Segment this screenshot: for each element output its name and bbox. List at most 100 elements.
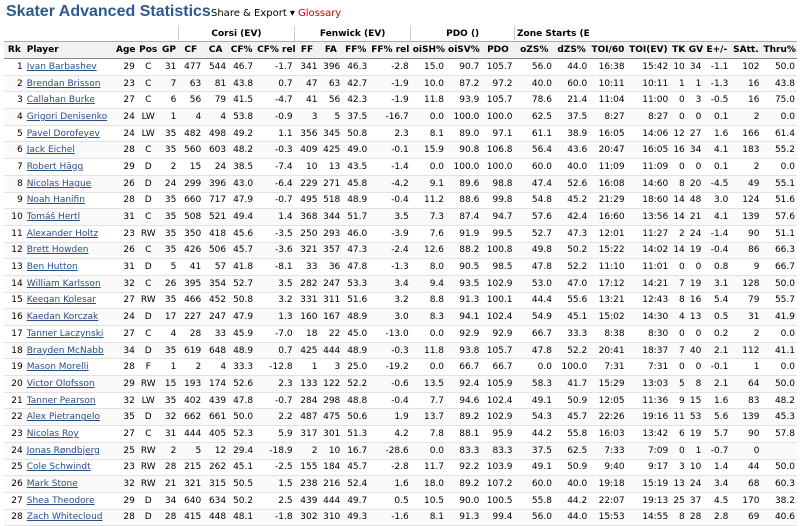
table-cell: 4 (4, 108, 25, 126)
player-link[interactable]: Nicolas Roy (26, 428, 79, 439)
table-cell: 15 (178, 158, 204, 176)
column-header[interactable]: TOI/60 (589, 41, 627, 59)
player-link[interactable]: Jonas Røndbjerg (26, 445, 100, 456)
column-header[interactable]: E+/- (703, 41, 731, 59)
table-cell: 35 (159, 141, 179, 160)
table-cell: 36 (319, 258, 343, 276)
table-cell: 21 (686, 208, 704, 226)
player-link[interactable]: Tomáš Hertl (26, 212, 81, 223)
table-cell: -0.1 (703, 358, 731, 377)
column-header[interactable]: Player (24, 41, 114, 59)
table-cell: 18.0 (410, 475, 447, 493)
table-cell: 5.9 (255, 425, 295, 443)
table-cell: 12 (4, 242, 25, 260)
column-header[interactable]: CF (178, 41, 204, 59)
column-header[interactable]: Pos (136, 41, 160, 59)
column-header[interactable]: dZS% (553, 41, 590, 59)
player-link[interactable]: Robert Hägg (26, 161, 84, 172)
player-link[interactable]: Callahan Burke (26, 95, 95, 106)
player-link[interactable]: Cole Schwindt (26, 462, 91, 473)
player-link[interactable]: Ben Hutton (26, 262, 78, 273)
table-cell: 89.0 (446, 125, 482, 143)
table-cell: 29 (113, 375, 137, 393)
table-cell: 640 (178, 492, 204, 510)
player-cell: Brendan Brisson (24, 75, 114, 93)
table-cell: 13:42 (626, 425, 671, 443)
player-link[interactable]: Keegan Kolesar (26, 295, 96, 306)
column-header[interactable]: FA (319, 41, 343, 59)
player-link[interactable]: Zach Whitecloud (26, 512, 103, 523)
column-header[interactable]: CA (203, 41, 229, 59)
column-header[interactable]: SAtt. (730, 41, 762, 59)
table-cell: 341 (294, 58, 320, 76)
player-link[interactable]: Brendan Brisson (26, 78, 101, 89)
column-header[interactable]: oiSV% (446, 41, 482, 59)
player-link[interactable]: Nicolas Hague (26, 178, 92, 189)
column-header[interactable]: CF% (228, 41, 256, 59)
table-cell: 425 (319, 141, 343, 160)
table-cell: 93.8 (446, 342, 482, 360)
player-link[interactable]: Ivan Barbashev (26, 61, 97, 72)
player-link[interactable]: Grigori Denisenko (26, 111, 108, 122)
table-cell: 21 (4, 392, 25, 410)
player-link[interactable]: Noah Hanifin (26, 195, 85, 206)
player-link[interactable]: Alexander Holtz (26, 228, 99, 239)
table-cell: 83 (730, 392, 762, 410)
table-cell: 99.4 (481, 509, 515, 526)
player-link[interactable]: Pavel Dorofeyev (26, 128, 100, 139)
player-link[interactable]: Brayden McNabb (26, 345, 104, 356)
column-header[interactable]: oZS% (514, 41, 554, 59)
column-header[interactable]: GP (159, 41, 179, 59)
player-link[interactable]: Brett Howden (26, 245, 89, 256)
column-header[interactable]: PDO (481, 41, 515, 59)
table-cell: 97.2 (481, 75, 515, 93)
column-header[interactable]: Thru% (761, 41, 797, 59)
player-link[interactable]: Mark Stone (26, 479, 78, 490)
table-cell: 50.8 (342, 125, 370, 143)
column-header[interactable]: FF (294, 41, 320, 59)
player-link[interactable]: Jack Eichel (26, 145, 75, 156)
share-export-menu[interactable]: Share & Export ▾ (211, 8, 295, 19)
column-header[interactable]: GV (686, 41, 704, 59)
player-link[interactable]: William Karlsson (26, 278, 101, 289)
column-header[interactable]: CF% rel (255, 41, 295, 59)
player-cell: Alexander Holtz (24, 225, 114, 243)
column-header[interactable]: TOI(EV) (626, 41, 671, 59)
column-header[interactable]: FF% (342, 41, 370, 59)
table-cell: 3 (4, 91, 25, 110)
column-header[interactable]: Age (113, 41, 137, 59)
table-cell: 19:16 (626, 408, 671, 427)
table-cell: 29 (113, 58, 137, 76)
table-cell: C (136, 208, 160, 226)
table-cell: 14:06 (626, 125, 671, 143)
player-link[interactable]: Shea Theodore (26, 495, 95, 506)
glossary-link[interactable]: Glossary (298, 8, 342, 19)
player-link[interactable]: Mason Morelli (26, 362, 89, 373)
table-cell: 13.7 (410, 408, 447, 427)
player-link[interactable]: Tanner Laczynski (26, 328, 104, 339)
table-cell: 89.6 (446, 175, 482, 193)
player-link[interactable]: Alex Pietrangelo (26, 412, 100, 423)
table-cell: -19.2 (369, 358, 411, 377)
player-link[interactable]: Tanner Pearson (26, 395, 96, 406)
table-cell: 7 (159, 75, 179, 93)
table-cell: 439 (294, 492, 320, 510)
table-row: 6 Jack Eichel 28 C 35 560 603 48.2 -0.3 409 425 49.… (4, 141, 797, 160)
table-cell: 66.7 (446, 358, 482, 377)
player-link[interactable]: Victor Olofsson (26, 378, 95, 389)
table-cell: 44.0 (553, 58, 590, 76)
player-link[interactable]: Kaedan Korczak (26, 312, 99, 323)
table-cell: 92.9 (481, 325, 515, 343)
column-header[interactable]: oiSH% (410, 41, 447, 59)
table-cell: 33.3 (228, 358, 256, 377)
table-cell: 425 (294, 342, 320, 360)
column-header[interactable]: Rk (4, 41, 25, 59)
column-header[interactable]: TK (670, 41, 687, 59)
table-cell: 24 (686, 475, 704, 493)
table-cell: 9.4 (410, 275, 447, 293)
column-header[interactable]: FF% rel (369, 41, 411, 59)
table-cell: -1.4 (703, 225, 731, 243)
table-cell: 50.0 (761, 375, 797, 393)
table-cell: 10:11 (626, 75, 671, 93)
table-cell: 19 (4, 358, 25, 377)
